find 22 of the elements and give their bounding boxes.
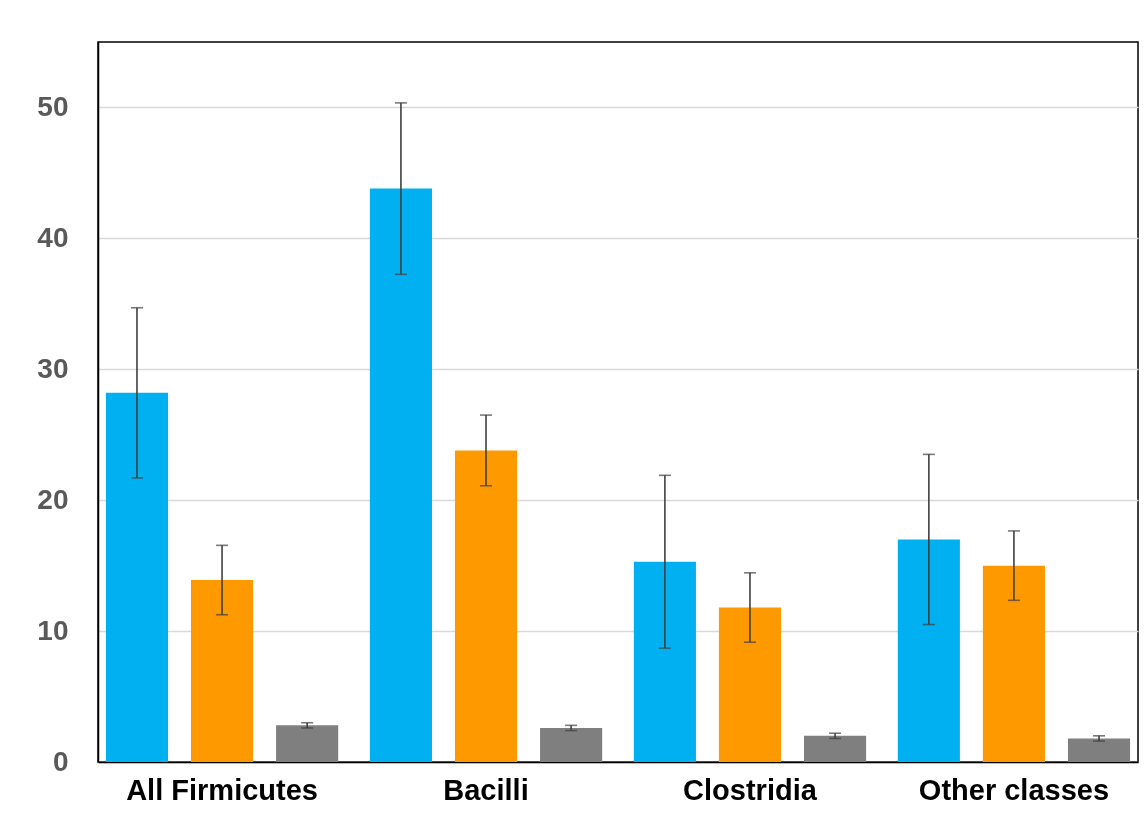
bar (540, 727, 603, 762)
bar (276, 725, 339, 762)
y-tick-label: 20 (37, 483, 69, 515)
x-tick-label: Bacilli (443, 773, 529, 806)
bar (982, 565, 1045, 762)
bar (718, 607, 782, 762)
y-tick-label: 0 (52, 745, 69, 777)
x-tick-label: Clostridia (683, 773, 818, 806)
y-tick-label: 40 (37, 221, 69, 253)
bar (105, 392, 169, 762)
bar (454, 450, 518, 762)
bar (633, 561, 696, 762)
bar (897, 539, 960, 762)
x-tick-label: All Firmicutes (126, 773, 318, 806)
y-tick-label: 50 (37, 90, 69, 122)
bar (369, 188, 432, 762)
bar (191, 580, 254, 762)
bar (804, 735, 867, 762)
bar (1067, 738, 1131, 762)
x-tick-label: Other classes (918, 773, 1110, 806)
y-tick-label: 10 (37, 614, 69, 646)
y-tick-label: 30 (37, 352, 69, 384)
